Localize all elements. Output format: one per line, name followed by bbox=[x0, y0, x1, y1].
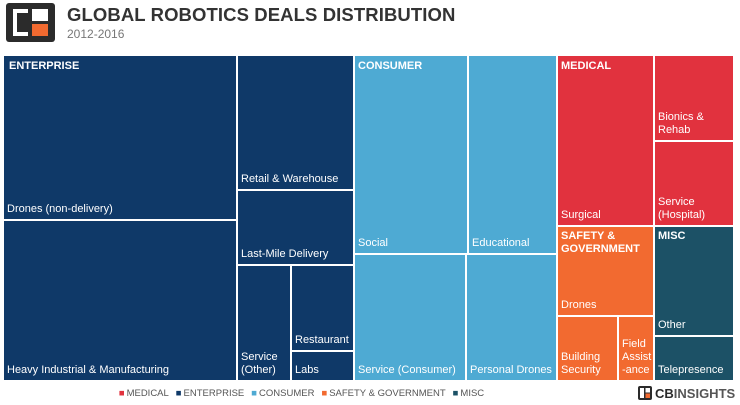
group-title-enterprise: ENTERPRISE bbox=[9, 60, 80, 72]
tile-restaurant: Restaurant bbox=[292, 266, 355, 352]
tile-label-last-mile-delivery: Last-Mile Delivery bbox=[241, 248, 329, 260]
tile-drones-non-delivery: Drones (non-delivery) bbox=[4, 56, 238, 221]
group-title-misc: MISC bbox=[658, 230, 686, 242]
legend-label-medical: MEDICAL bbox=[126, 388, 169, 399]
legend-marker-consumer: ■ bbox=[251, 388, 258, 399]
legend-label-safety-and-government: SAFETY & GOVERNMENT bbox=[329, 388, 446, 399]
legend-marker-medical: ■ bbox=[118, 388, 125, 399]
tile-label-social: Social bbox=[358, 237, 388, 249]
tile-label-restaurant: Restaurant bbox=[295, 334, 349, 346]
tile-label-drones: Drones bbox=[561, 299, 597, 311]
legend-marker-enterprise: ■ bbox=[175, 388, 182, 399]
tile-last-mile-delivery: Last-Mile Delivery bbox=[238, 191, 355, 266]
group-title-consumer: CONSUMER bbox=[358, 60, 423, 72]
brand-text: CBINSIGHTS bbox=[655, 385, 736, 401]
treemap: Drones (non-delivery) Heavy Industrial & … bbox=[4, 56, 735, 382]
legend-item-misc: ■ MISC bbox=[453, 388, 485, 399]
tile-telepresence: Telepresence bbox=[655, 337, 735, 382]
legend-label-misc: MISC bbox=[460, 388, 485, 399]
tile-bionics-and-rehab: Bionics & Rehab bbox=[655, 56, 735, 142]
tile-social: Social bbox=[355, 56, 469, 255]
legend-label-enterprise: ENTERPRISE bbox=[183, 388, 245, 399]
tile-label-service-consumer: Service (Consumer) bbox=[358, 364, 456, 376]
tile-label-personal-drones: Personal Drones bbox=[470, 364, 552, 376]
tile-label-building-security: Building Security bbox=[561, 351, 601, 376]
cb-insights-mark-icon bbox=[638, 386, 652, 400]
tile-label-other: Other bbox=[658, 319, 686, 331]
legend-marker-safety-and-government: ■ bbox=[321, 388, 328, 399]
group-title-medical: MEDICAL bbox=[561, 60, 612, 72]
legend: ■ MEDICAL ■ ENTERPRISE ■ CONSUMER ■ SAFETY & GO… bbox=[0, 388, 610, 399]
tile-label-retail-and-warehouse: Retail & Warehouse bbox=[241, 173, 339, 185]
chart-subtitle: 2012-2016 bbox=[67, 27, 125, 41]
tile-educational: Educational bbox=[469, 56, 558, 255]
tile-label-drones-non-delivery: Drones (non-delivery) bbox=[7, 203, 113, 215]
legend-item-enterprise: ■ ENTERPRISE bbox=[176, 388, 244, 399]
tile-label-surgical: Surgical bbox=[561, 209, 601, 221]
tile-personal-drones: Personal Drones bbox=[467, 255, 558, 382]
tile-label-bionics-and-rehab: Bionics & Rehab bbox=[658, 111, 704, 136]
tile-building-security: Building Security bbox=[558, 317, 619, 382]
tile-label-heavy-industrial-and-manufacturing: Heavy Industrial & Manufacturing bbox=[7, 364, 170, 376]
tile-heavy-industrial-and-manufacturing: Heavy Industrial & Manufacturing bbox=[4, 221, 238, 382]
legend-item-safety-and-government: ■ SAFETY & GOVERNMENT bbox=[321, 388, 445, 399]
tile-drones: Drones bbox=[558, 227, 655, 317]
group-title-safety-and-government: SAFETY & GOVERNMENT bbox=[561, 230, 640, 255]
tile-label-field-assistance: Field Assist -ance bbox=[622, 338, 652, 376]
legend-label-consumer: CONSUMER bbox=[259, 388, 315, 399]
tile-service-consumer: Service (Consumer) bbox=[355, 255, 467, 382]
tile-retail-and-warehouse: Retail & Warehouse bbox=[238, 56, 355, 191]
tile-label-service-other: Service (Other) bbox=[241, 351, 278, 376]
tile-field-assistance: Field Assist -ance bbox=[619, 317, 655, 382]
legend-marker-misc: ■ bbox=[452, 388, 459, 399]
tile-service-other: Service (Other) bbox=[238, 266, 292, 382]
legend-item-consumer: ■ CONSUMER bbox=[251, 388, 314, 399]
tile-label-educational: Educational bbox=[472, 237, 530, 249]
tile-other: Other bbox=[655, 227, 735, 337]
tile-label-telepresence: Telepresence bbox=[658, 364, 724, 376]
brand-footer: CBINSIGHTS bbox=[638, 384, 736, 402]
tile-service-hospital: Service (Hospital) bbox=[655, 142, 735, 227]
tile-label-service-hospital: Service (Hospital) bbox=[658, 196, 706, 221]
cb-insights-logo bbox=[6, 3, 55, 42]
legend-item-medical: ■ MEDICAL bbox=[119, 388, 169, 399]
tile-surgical: Surgical bbox=[558, 56, 655, 227]
chart-title: GLOBAL ROBOTICS DEALS DISTRIBUTION bbox=[67, 4, 456, 25]
tile-label-labs: Labs bbox=[295, 364, 319, 376]
tile-labs: Labs bbox=[292, 352, 355, 382]
